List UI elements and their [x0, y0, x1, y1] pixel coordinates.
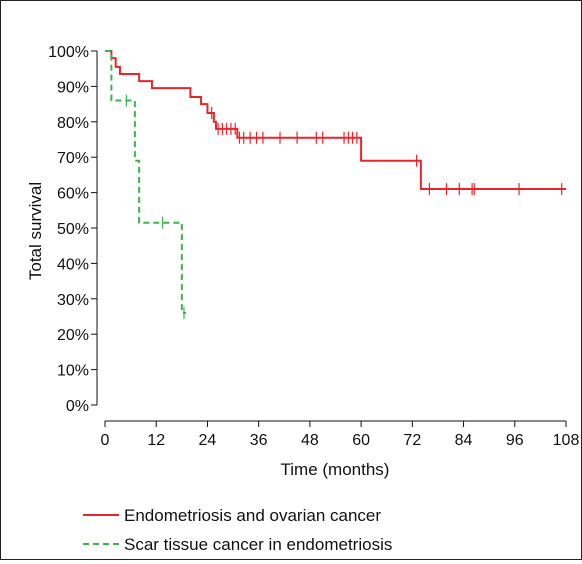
y-tick-label: 60%: [57, 186, 89, 203]
y-tick-label: 100%: [48, 44, 89, 61]
legend: Endometriosis and ovarian cancer Scar tis…: [83, 506, 392, 554]
x-tick-label: 96: [506, 432, 524, 449]
x-tick-label: 108: [553, 432, 580, 449]
x-tick-label: 60: [352, 432, 370, 449]
x-tick-label: 24: [199, 432, 217, 449]
series-1: [105, 50, 566, 196]
y-tick-label: 30%: [57, 292, 89, 309]
y-tick-label: 70%: [57, 150, 89, 167]
y-axis-title: Total survival: [26, 182, 45, 280]
x-tick-label: 12: [147, 432, 165, 449]
series-line: [105, 50, 187, 314]
y-tick-label: 0%: [66, 398, 89, 415]
x-tick-label: 48: [301, 432, 319, 449]
y-tick-label: 90%: [57, 79, 89, 96]
legend-label: Scar tissue cancer in endometriosis: [124, 535, 392, 554]
x-axis: 0 12 24 36 48 60 72 84 96 108: [101, 420, 580, 449]
y-tick-label: 20%: [57, 327, 89, 344]
y-tick-label: 80%: [57, 115, 89, 132]
x-tick-label: 36: [250, 432, 268, 449]
plot-area: [105, 50, 566, 319]
y-axis: 0% 10% 20% 30% 40% 50% 60% 70% 80% 90% 100%: [48, 44, 98, 415]
x-axis-title: Time (months): [281, 460, 390, 479]
legend-label: Endometriosis and ovarian cancer: [124, 506, 381, 525]
series-line: [105, 50, 566, 191]
y-tick-label: 40%: [57, 256, 89, 273]
series-2: [105, 50, 187, 319]
x-tick-label: 72: [403, 432, 421, 449]
x-tick-label: 0: [101, 432, 110, 449]
y-tick-label: 10%: [57, 363, 89, 380]
x-tick-label: 84: [455, 432, 473, 449]
y-tick-label: 50%: [57, 221, 89, 238]
